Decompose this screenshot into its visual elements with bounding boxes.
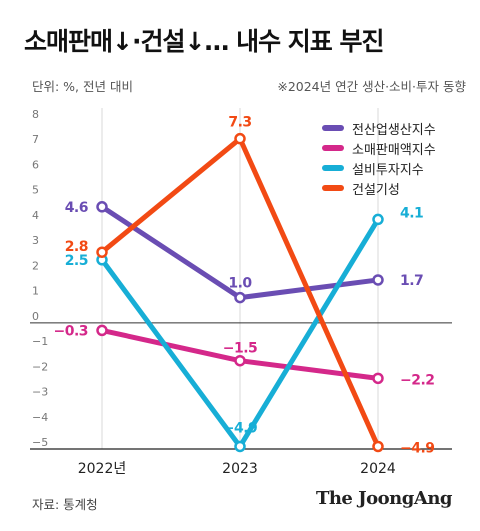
x-tick-label: 2023 xyxy=(222,461,258,477)
legend-label: 건설기성 xyxy=(352,182,400,198)
data-label: 4.6 xyxy=(65,200,88,216)
legend-item: 전산업생산지수 xyxy=(322,118,436,138)
legend-label: 소매판매액지수 xyxy=(352,142,436,158)
y-tick-label: 4 xyxy=(32,209,39,222)
legend-swatch xyxy=(322,185,344,191)
y-tick-label: −2 xyxy=(32,360,48,373)
brand-logo: The JoongAng xyxy=(315,488,453,509)
data-label: −4.9 xyxy=(400,440,435,456)
data-point xyxy=(234,132,246,145)
legend-label: 설비투자지수 xyxy=(352,162,424,178)
data-point xyxy=(372,274,384,286)
y-tick-label: −3 xyxy=(32,386,48,399)
y-tick-label: 2 xyxy=(32,259,39,272)
legend-swatch xyxy=(322,125,344,131)
data-label: −4.9 xyxy=(223,420,258,436)
legend-swatch xyxy=(322,165,344,171)
data-label: 2.8 xyxy=(65,239,88,255)
x-tick-label: 2022년 xyxy=(78,461,127,477)
legend-label: 전산업생산지수 xyxy=(352,122,436,138)
data-point xyxy=(372,372,384,385)
y-tick-label: 5 xyxy=(32,184,39,197)
data-label: −0.3 xyxy=(53,323,88,339)
legend-item: 소매판매액지수 xyxy=(322,138,436,158)
data-point xyxy=(234,440,246,453)
y-tick-label: 1 xyxy=(32,285,39,298)
data-label: 2.5 xyxy=(65,253,88,269)
page-title: 소매판매↓·건설↓… 내수 지표 부진 xyxy=(24,27,385,56)
legend-swatch xyxy=(322,145,344,151)
data-point xyxy=(96,324,108,337)
data-point xyxy=(234,291,246,304)
unit-note: 단위: %, 전년 대비 xyxy=(32,79,133,94)
data-point xyxy=(234,354,246,367)
y-tick-label: 6 xyxy=(32,158,39,171)
data-label: −1.5 xyxy=(223,341,258,357)
source-note: ※2024년 연간 생산·소비·투자 동향 xyxy=(277,79,466,94)
y-tick-label: 7 xyxy=(32,133,39,146)
source-label: 자료: 통계청 xyxy=(32,497,98,512)
data-point xyxy=(372,440,384,453)
legend-item: 설비투자지수 xyxy=(322,158,436,178)
y-tick-label: −4 xyxy=(32,411,48,424)
y-tick-label: 0 xyxy=(32,310,39,323)
data-label: 7.3 xyxy=(228,115,251,131)
data-label: 4.1 xyxy=(400,205,423,221)
y-tick-label: −1 xyxy=(32,335,48,348)
data-point xyxy=(96,246,108,258)
y-tick-label: −5 xyxy=(32,436,48,449)
y-tick-label: 8 xyxy=(32,108,39,121)
data-point xyxy=(372,213,384,226)
data-label: 1.0 xyxy=(228,276,252,292)
y-tick-label: 3 xyxy=(32,234,39,247)
data-label: 1.7 xyxy=(400,273,423,289)
data-point xyxy=(96,201,108,213)
x-tick-label: 2024 xyxy=(360,461,396,477)
data-label: −2.2 xyxy=(400,372,435,388)
legend-item: 건설기성 xyxy=(322,178,436,198)
